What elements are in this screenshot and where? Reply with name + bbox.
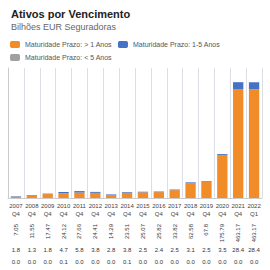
svg-text:3.8: 3.8 [123,247,132,253]
svg-text:2017: 2017 [168,203,182,209]
svg-text:0.1: 0.1 [123,259,132,265]
svg-text:Q4: Q4 [60,211,69,217]
svg-text:0.0: 0.0 [234,259,243,265]
svg-text:2010: 2010 [57,203,71,209]
svg-text:Q4: Q4 [28,211,37,217]
svg-text:2009: 2009 [41,203,55,209]
svg-text:Maturidade Prazo: < 5 Anos: Maturidade Prazo: < 5 Anos [25,54,112,61]
svg-text:5.8: 5.8 [75,247,84,253]
svg-text:0.1: 0.1 [59,259,68,265]
svg-text:2.8: 2.8 [107,247,116,253]
svg-text:2.5: 2.5 [171,247,180,253]
svg-text:67.8: 67.8 [203,223,209,235]
svg-text:Ativos por Vencimento: Ativos por Vencimento [11,8,130,20]
svg-text:0.0: 0.0 [202,259,211,265]
svg-text:0.0: 0.0 [28,259,37,265]
svg-text:Q4: Q4 [75,211,84,217]
svg-text:Maturidade Prazo: > 1 Anos: Maturidade Prazo: > 1 Anos [25,41,112,48]
svg-text:1.3: 1.3 [28,247,37,253]
svg-text:Maturidade Prazo: 1-5 Anos: Maturidade Prazo: 1-5 Anos [133,41,220,48]
svg-text:2008: 2008 [25,203,39,209]
svg-text:175.79: 175.79 [219,223,225,242]
svg-text:Q4: Q4 [139,211,148,217]
svg-text:463.17: 463.17 [235,223,241,242]
svg-text:27.66: 27.66 [76,223,82,239]
svg-text:3.1: 3.1 [186,247,195,253]
svg-text:2021: 2021 [232,203,246,209]
svg-text:3.8: 3.8 [91,247,100,253]
svg-text:Q4: Q4 [44,211,53,217]
svg-text:1.8: 1.8 [12,247,21,253]
svg-text:Bilhões EUR Seguradoras: Bilhões EUR Seguradoras [11,22,117,32]
svg-text:0.0: 0.0 [107,259,116,265]
svg-text:23.51: 23.51 [124,223,130,239]
svg-text:1.8: 1.8 [44,247,53,253]
svg-text:3.5: 3.5 [218,247,227,253]
svg-text:Q4: Q4 [123,211,132,217]
svg-text:Q4: Q4 [107,211,116,217]
svg-text:2013: 2013 [105,203,119,209]
svg-text:Q4: Q4 [155,211,164,217]
svg-text:0.0: 0.0 [186,259,195,265]
svg-text:33.82: 33.82 [172,223,178,239]
svg-text:2020: 2020 [216,203,230,209]
svg-text:0.0: 0.0 [250,259,259,265]
svg-text:0.0: 0.0 [91,259,100,265]
svg-text:2022: 2022 [247,203,261,209]
svg-text:463.17: 463.17 [251,223,257,242]
svg-text:Q4: Q4 [202,211,211,217]
svg-text:28.4: 28.4 [232,247,244,253]
svg-text:0.0: 0.0 [44,259,53,265]
svg-text:62.58: 62.58 [188,223,194,239]
svg-text:Q4: Q4 [187,211,196,217]
svg-text:0.0: 0.0 [75,259,84,265]
svg-text:24.12: 24.12 [61,223,67,239]
svg-text:2011: 2011 [73,203,87,209]
svg-text:Q1: Q1 [250,211,259,217]
svg-text:2019: 2019 [200,203,214,209]
svg-text:2.5: 2.5 [202,247,211,253]
svg-text:0.0: 0.0 [139,259,148,265]
svg-text:2.5: 2.5 [139,247,148,253]
svg-text:7.05: 7.05 [13,223,19,235]
svg-text:2012: 2012 [89,203,103,209]
svg-text:Q4: Q4 [12,211,21,217]
svg-text:2016: 2016 [152,203,166,209]
svg-text:14.29: 14.29 [108,223,114,239]
svg-text:0.0: 0.0 [12,259,21,265]
svg-text:2.4: 2.4 [155,247,164,253]
svg-text:0.0: 0.0 [171,259,180,265]
svg-text:0.0: 0.0 [155,259,164,265]
svg-text:2014: 2014 [120,203,134,209]
svg-text:25.82: 25.82 [156,223,162,239]
svg-text:25.07: 25.07 [140,223,146,239]
svg-text:11.55: 11.55 [29,223,35,238]
svg-text:Q4: Q4 [234,211,243,217]
svg-text:Q4: Q4 [91,211,100,217]
svg-text:28.4: 28.4 [248,247,260,253]
svg-text:24.41: 24.41 [92,223,98,239]
svg-text:2015: 2015 [136,203,150,209]
svg-text:Q4: Q4 [218,211,227,217]
svg-text:0.0: 0.0 [218,259,227,265]
svg-text:Q4: Q4 [171,211,180,217]
svg-text:17.47: 17.47 [45,223,51,239]
svg-text:4.7: 4.7 [59,247,68,253]
svg-text:2018: 2018 [184,203,198,209]
svg-text:2007: 2007 [9,203,23,209]
